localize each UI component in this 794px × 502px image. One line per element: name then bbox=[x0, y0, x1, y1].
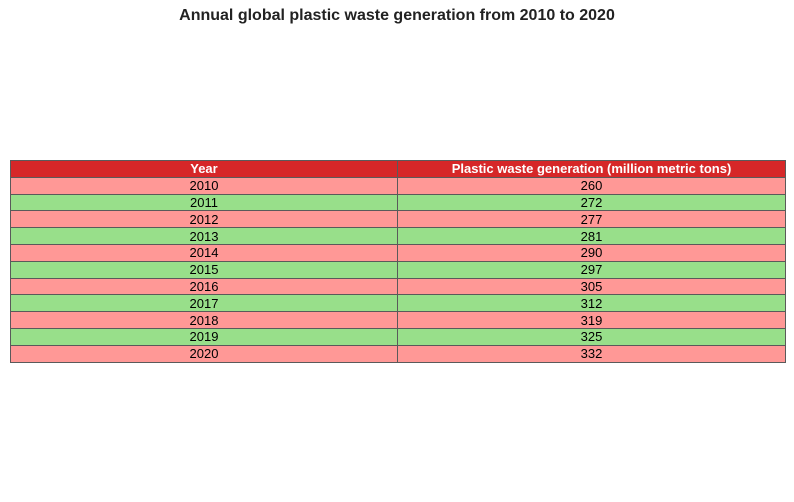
table-row: 2013 281 bbox=[10, 227, 786, 245]
value-cell: 272 bbox=[397, 193, 786, 212]
value-cell: 325 bbox=[397, 327, 786, 346]
year-cell: 2019 bbox=[10, 327, 398, 346]
column-header-plastic-waste: Plastic waste generation (million metric… bbox=[397, 160, 786, 178]
value-cell: 277 bbox=[397, 210, 786, 229]
chart-title: Annual global plastic waste generation f… bbox=[179, 7, 615, 24]
year-cell: 2020 bbox=[10, 344, 398, 363]
year-cell: 2017 bbox=[10, 294, 398, 313]
table-row: 2012 277 bbox=[10, 210, 786, 229]
value-cell: 312 bbox=[397, 294, 786, 313]
value-cell: 305 bbox=[397, 277, 786, 296]
data-table: Year Plastic waste generation (million m… bbox=[10, 160, 786, 363]
table-row: 2019 325 bbox=[10, 327, 786, 346]
year-cell: 2016 bbox=[10, 277, 398, 296]
year-cell: 2015 bbox=[10, 260, 398, 279]
value-cell: 290 bbox=[397, 243, 786, 262]
table-row: 2020 332 bbox=[10, 344, 786, 363]
value-cell: 297 bbox=[397, 260, 786, 279]
table-row: 2011 272 bbox=[10, 193, 786, 212]
table-body: 2010 260 2011 272 2012 277 2013 281 2014 290 2015 2… bbox=[10, 176, 786, 363]
year-cell: 2012 bbox=[10, 210, 398, 229]
table-row: 2017 312 bbox=[10, 294, 786, 313]
table-row: 2018 319 bbox=[10, 311, 786, 329]
table-row: 2014 290 bbox=[10, 243, 786, 262]
table-header-row: Year Plastic waste generation (million m… bbox=[10, 160, 786, 178]
year-cell: 2010 bbox=[10, 176, 398, 195]
value-cell: 281 bbox=[397, 227, 786, 245]
year-cell: 2011 bbox=[10, 193, 398, 212]
table-row: 2015 297 bbox=[10, 260, 786, 279]
column-header-year: Year bbox=[10, 160, 398, 178]
table-row: 2016 305 bbox=[10, 277, 786, 296]
value-cell: 332 bbox=[397, 344, 786, 363]
value-cell: 260 bbox=[397, 176, 786, 195]
year-cell: 2014 bbox=[10, 243, 398, 262]
value-cell: 319 bbox=[397, 311, 786, 329]
table-row: 2010 260 bbox=[10, 176, 786, 195]
year-cell: 2013 bbox=[10, 227, 398, 245]
year-cell: 2018 bbox=[10, 311, 398, 329]
